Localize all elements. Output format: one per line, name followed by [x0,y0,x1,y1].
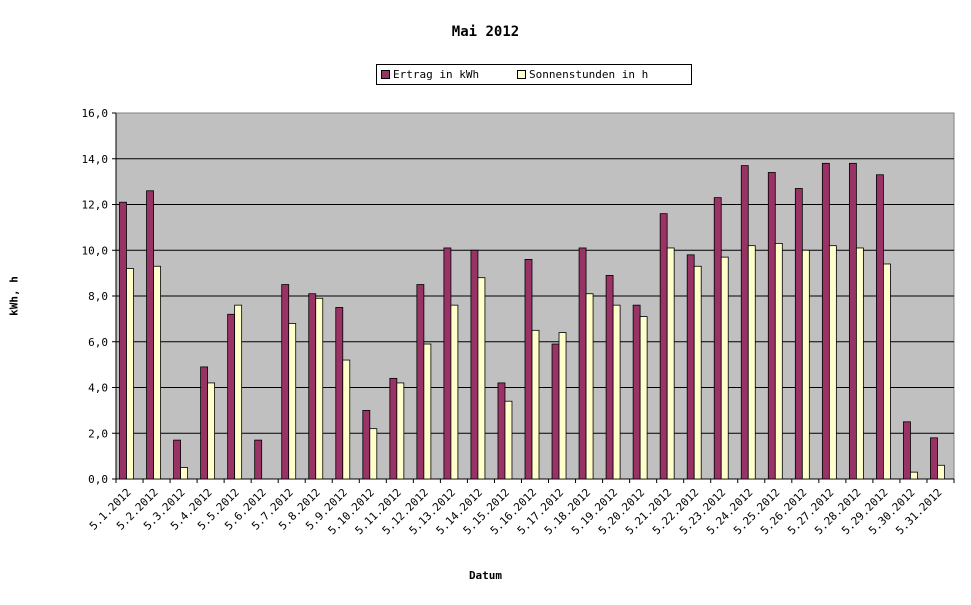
bar-sonnenstunden [207,382,216,480]
bar-ertrag [848,162,857,480]
y-tick-label: 8,0 [88,290,108,303]
y-tick-label: 6,0 [88,336,108,349]
bar-ertrag [362,409,371,480]
bar-ertrag [659,213,668,480]
bar-ertrag [821,162,830,480]
bar-ertrag [903,421,911,480]
bar-ertrag [146,190,154,480]
bar-ertrag [200,366,209,480]
legend-item-sonnenstunden: Sonnenstunden in h [517,68,648,82]
legend-item-ertrag: Ertrag in kWh [381,68,479,82]
bar-sonnenstunden [477,277,486,480]
bar-sonnenstunden [126,268,134,480]
bar-ertrag [551,343,560,480]
bar-sonnenstunden [883,263,891,480]
legend: Ertrag in kWh Sonnenstunden in h [376,64,692,85]
bar-sonnenstunden [342,359,351,480]
legend-swatch-ertrag [381,69,390,79]
bar-ertrag [713,197,722,480]
bar-ertrag [794,188,803,480]
bar-sonnenstunden [234,304,243,480]
bar-ertrag [308,293,317,480]
bar-sonnenstunden [531,329,540,480]
bar-ertrag [254,439,263,480]
legend-label-sonnenstunden: Sonnenstunden in h [529,68,649,81]
bar-ertrag [335,307,344,480]
y-tick-label: 16,0 [82,107,109,120]
bar-sonnenstunden [720,256,729,480]
bar-sonnenstunden [558,332,567,480]
bar-sonnenstunden [180,467,188,480]
legend-swatch-sonnenstunden [517,69,526,79]
bar-ertrag [470,249,479,480]
bar-ertrag [767,172,776,480]
chart-title: Mai 2012 [451,24,520,40]
bar-sonnenstunden [774,242,783,480]
bar-sonnenstunden [855,247,864,480]
bar-ertrag [605,275,614,480]
bar-ertrag [416,284,425,480]
bar-ertrag [281,284,290,480]
bar-sonnenstunden [504,400,513,480]
bar-sonnenstunden [666,247,675,480]
bar-ertrag [930,437,938,480]
bar-ertrag [497,382,506,480]
bar-sonnenstunden [315,297,324,480]
bar-ertrag [119,201,127,480]
bar-ertrag [524,258,533,480]
bar-ertrag [227,313,236,480]
bar-sonnenstunden [450,304,459,480]
bar-sonnenstunden [639,316,648,480]
bar-sonnenstunden [693,265,702,480]
bar-ertrag [876,174,884,480]
legend-label-ertrag: Ertrag in kWh [393,68,480,81]
bar-sonnenstunden [288,323,297,480]
y-tick-label: 10,0 [82,244,109,257]
bar-sonnenstunden [828,245,837,480]
bar-ertrag [443,247,452,480]
bar-ertrag [632,304,641,480]
bar-ertrag [389,377,398,480]
bar-sonnenstunden [910,471,918,480]
y-tick-label: 12,0 [82,199,109,212]
bar-sonnenstunden [369,428,378,480]
bar-sonnenstunden [937,464,945,480]
bar-ertrag [578,247,587,480]
bar-sonnenstunden [396,382,405,480]
bar-sonnenstunden [747,245,756,480]
y-tick-label: 4,0 [88,382,108,395]
bar-sonnenstunden [801,249,810,480]
bar-ertrag [740,165,749,480]
y-tick-label: 14,0 [82,153,109,166]
bar-sonnenstunden [612,304,621,480]
bar-sonnenstunden [423,343,432,480]
bar-sonnenstunden [153,265,161,480]
y-tick-label: 0,0 [88,473,108,486]
y-tick-label: 2,0 [88,427,108,440]
bar-ertrag [686,254,695,480]
bar-sonnenstunden [585,293,594,480]
bar-ertrag [173,439,181,480]
x-axis-title: Datum [468,569,503,582]
